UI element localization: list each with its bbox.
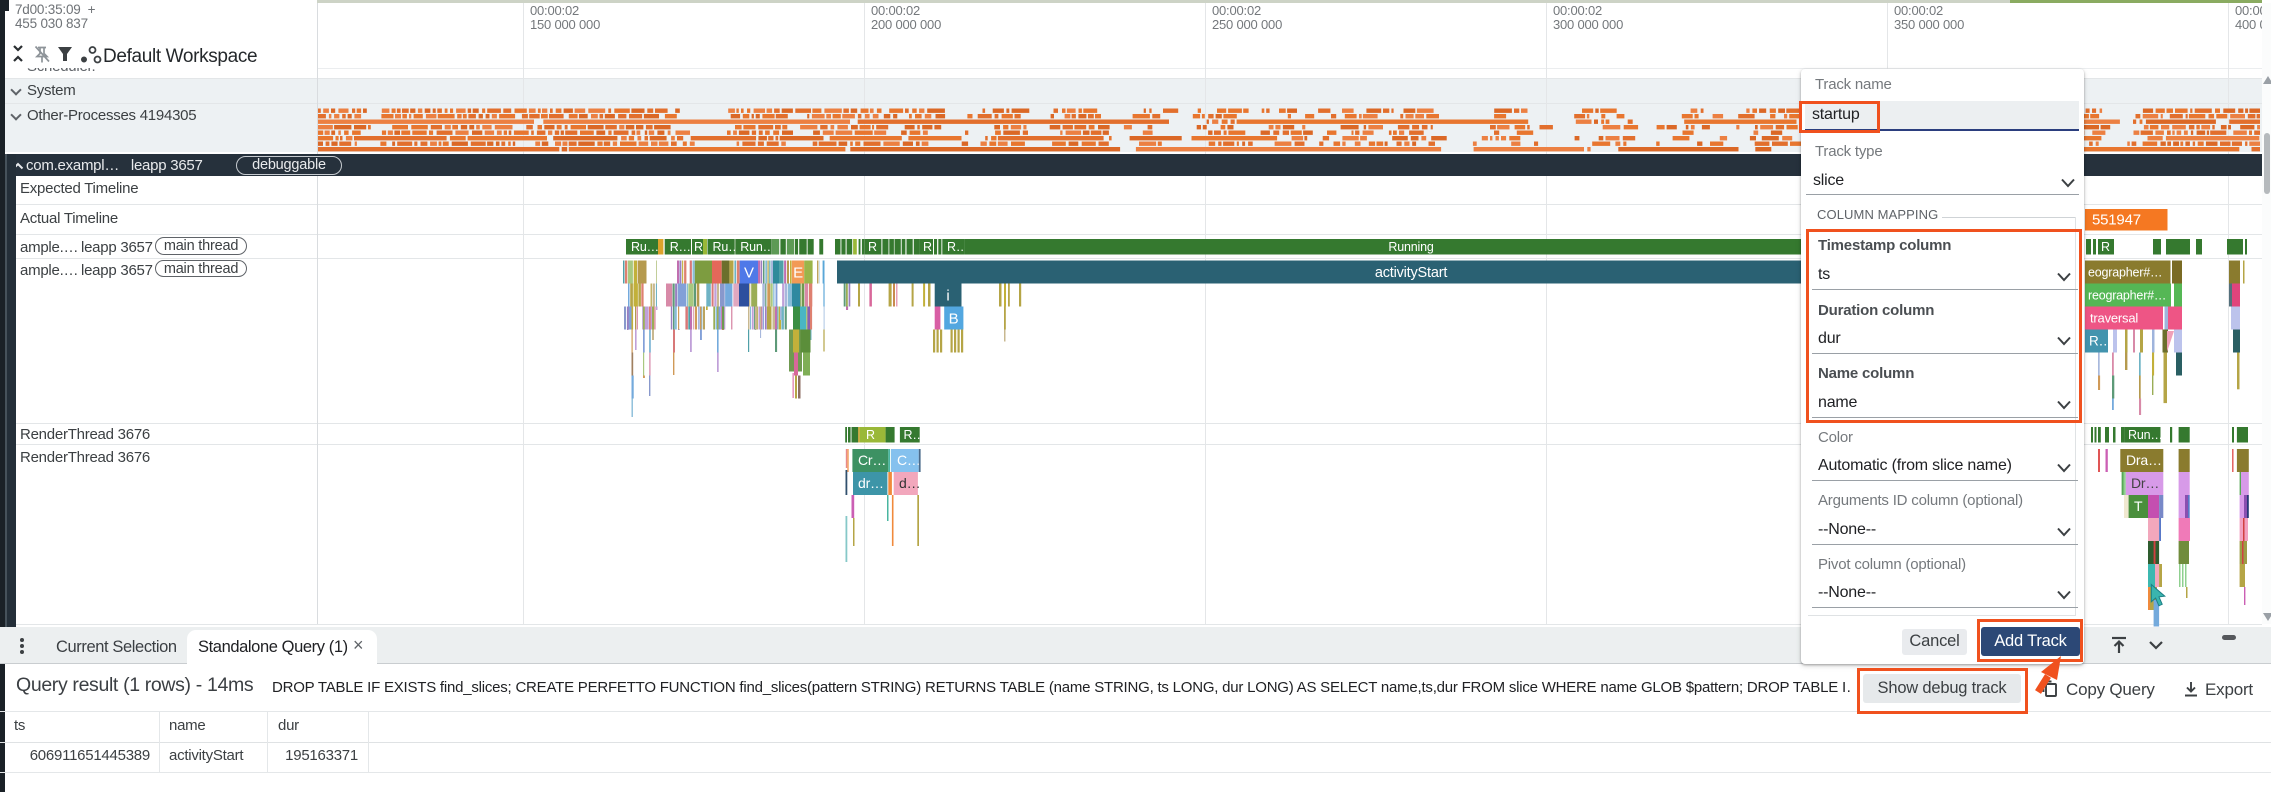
svg-text:Ru…: Ru… — [631, 240, 659, 254]
svg-text:traversal: traversal — [2090, 311, 2138, 326]
svg-text:00:00:02: 00:00:02 — [1894, 3, 1943, 18]
svg-text:eographer#…: eographer#… — [2088, 266, 2162, 280]
svg-text:reographer#…: reographer#… — [2088, 289, 2166, 303]
svg-text:i: i — [946, 288, 949, 305]
svg-text:00:00:02: 00:00:02 — [1212, 3, 1261, 18]
svg-text:R: R — [694, 240, 703, 254]
svg-text:B: B — [949, 311, 959, 328]
svg-text:R: R — [2101, 240, 2110, 254]
svg-text:Dr…: Dr… — [2131, 475, 2159, 491]
svg-text:dr…: dr… — [858, 475, 884, 491]
svg-text:00:00:02: 00:00:02 — [871, 3, 920, 18]
svg-text:d…: d… — [899, 475, 920, 491]
svg-text:R…: R… — [947, 240, 968, 254]
svg-text:R…: R… — [2089, 334, 2112, 349]
svg-text:Running: Running — [1388, 240, 1433, 254]
svg-text:350 000 000: 350 000 000 — [1894, 17, 1964, 32]
svg-text:150 000 000: 150 000 000 — [530, 17, 600, 32]
svg-text:300 000 000: 300 000 000 — [1553, 17, 1623, 32]
svg-text:R…: R… — [904, 428, 925, 442]
svg-text:C…: C… — [897, 452, 921, 468]
svg-text:activityStart: activityStart — [1375, 265, 1448, 281]
svg-text:E: E — [793, 265, 803, 282]
svg-text:T: T — [2134, 498, 2143, 514]
svg-text:200 000 000: 200 000 000 — [871, 17, 941, 32]
svg-text:R: R — [868, 240, 877, 254]
svg-text:Cr…: Cr… — [858, 452, 886, 468]
svg-text:551947: 551947 — [2092, 212, 2141, 229]
svg-text:00:00:02: 00:00:02 — [530, 3, 579, 18]
svg-text:V: V — [744, 265, 754, 282]
svg-text:Ru…: Ru… — [713, 240, 741, 254]
svg-text:R…: R… — [670, 240, 691, 254]
svg-text:00:00:02: 00:00:02 — [1553, 3, 1602, 18]
svg-text:R: R — [866, 428, 875, 442]
svg-text:250 000 000: 250 000 000 — [1212, 17, 1282, 32]
svg-text:R: R — [923, 240, 932, 254]
svg-text:Run…: Run… — [740, 240, 775, 254]
svg-text:Run…: Run… — [2128, 428, 2163, 442]
svg-text:Dra…: Dra… — [2126, 452, 2162, 468]
